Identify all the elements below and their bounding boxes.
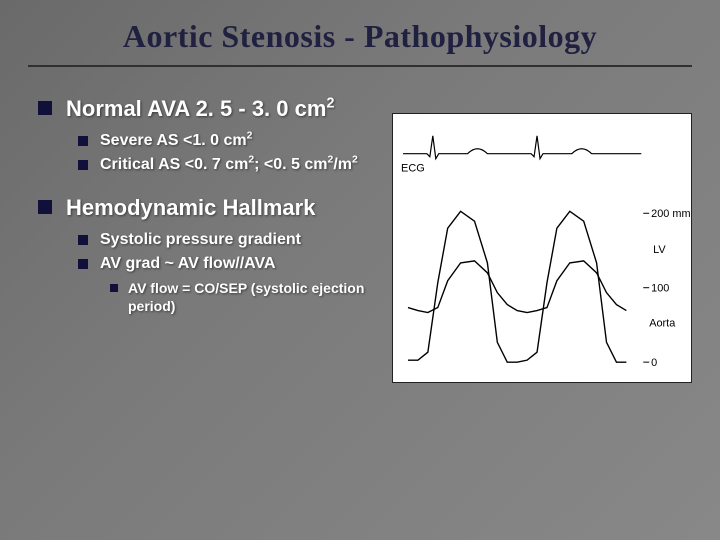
sup: 2: [326, 96, 334, 112]
bullet-text: AV grad ~ AV flow//AVA: [100, 254, 276, 275]
square-bullet-icon: [78, 259, 88, 269]
bullet-text: Critical AS <0. 7 cm2; <0. 5 cm2/m2: [100, 155, 358, 176]
bullet-lvl2: Critical AS <0. 7 cm2; <0. 5 cm2/m2: [78, 155, 376, 176]
t: /m: [333, 156, 352, 173]
bullet-lvl1: Hemodynamic Hallmark: [38, 194, 376, 222]
bullet-lvl2: Systolic pressure gradient: [78, 230, 376, 251]
square-bullet-icon: [38, 101, 52, 115]
bullet-lvl3: AV flow = CO/SEP (systolic ejection peri…: [110, 279, 376, 315]
chart-bg: [393, 114, 691, 382]
ecg-label: ECG: [401, 163, 425, 175]
t: Critical AS <0. 7 cm: [100, 156, 248, 173]
aorta-label: Aorta: [649, 317, 676, 329]
bullet-column: Normal AVA 2. 5 - 3. 0 cm2 Severe AS <1.…: [28, 95, 376, 383]
bullet-lvl2: Severe AS <1. 0 cm2: [78, 131, 376, 152]
t: Severe AS <1. 0 cm: [100, 132, 247, 149]
t: ; <0. 5 cm: [254, 156, 327, 173]
bullet-lvl1: Normal AVA 2. 5 - 3. 0 cm2: [38, 95, 376, 123]
bullet-text: Hemodynamic Hallmark: [66, 194, 315, 222]
ylabel-100: 100: [651, 283, 669, 295]
bullet-text: Normal AVA 2. 5 - 3. 0 cm2: [66, 95, 334, 123]
t: Normal AVA 2. 5 - 3. 0 cm: [66, 96, 326, 121]
ylabel-200: 200 mmHg: [651, 208, 692, 220]
bullet-lvl2: AV grad ~ AV flow//AVA: [78, 254, 376, 275]
ylabel-0: 0: [651, 357, 657, 369]
square-bullet-icon: [78, 136, 88, 146]
bullet-text: Systolic pressure gradient: [100, 230, 301, 251]
slide-title: Aortic Stenosis - Pathophysiology: [28, 18, 692, 67]
square-bullet-icon: [38, 200, 52, 214]
sup: 2: [352, 155, 358, 166]
content-columns: Normal AVA 2. 5 - 3. 0 cm2 Severe AS <1.…: [28, 95, 692, 383]
lv-label: LV: [653, 244, 666, 256]
spacer: [38, 180, 376, 194]
slide: Aortic Stenosis - Pathophysiology Normal…: [0, 0, 720, 540]
square-bullet-icon: [78, 235, 88, 245]
square-bullet-icon: [78, 160, 88, 170]
chart-column: ECG 200 mmHg 100 0 LV Aorta: [392, 95, 692, 383]
pressure-chart: ECG 200 mmHg 100 0 LV Aorta: [392, 113, 692, 383]
square-bullet-icon: [110, 284, 118, 292]
bullet-text: Severe AS <1. 0 cm2: [100, 131, 252, 152]
bullet-text: AV flow = CO/SEP (systolic ejection peri…: [128, 279, 376, 315]
sup: 2: [247, 130, 253, 141]
